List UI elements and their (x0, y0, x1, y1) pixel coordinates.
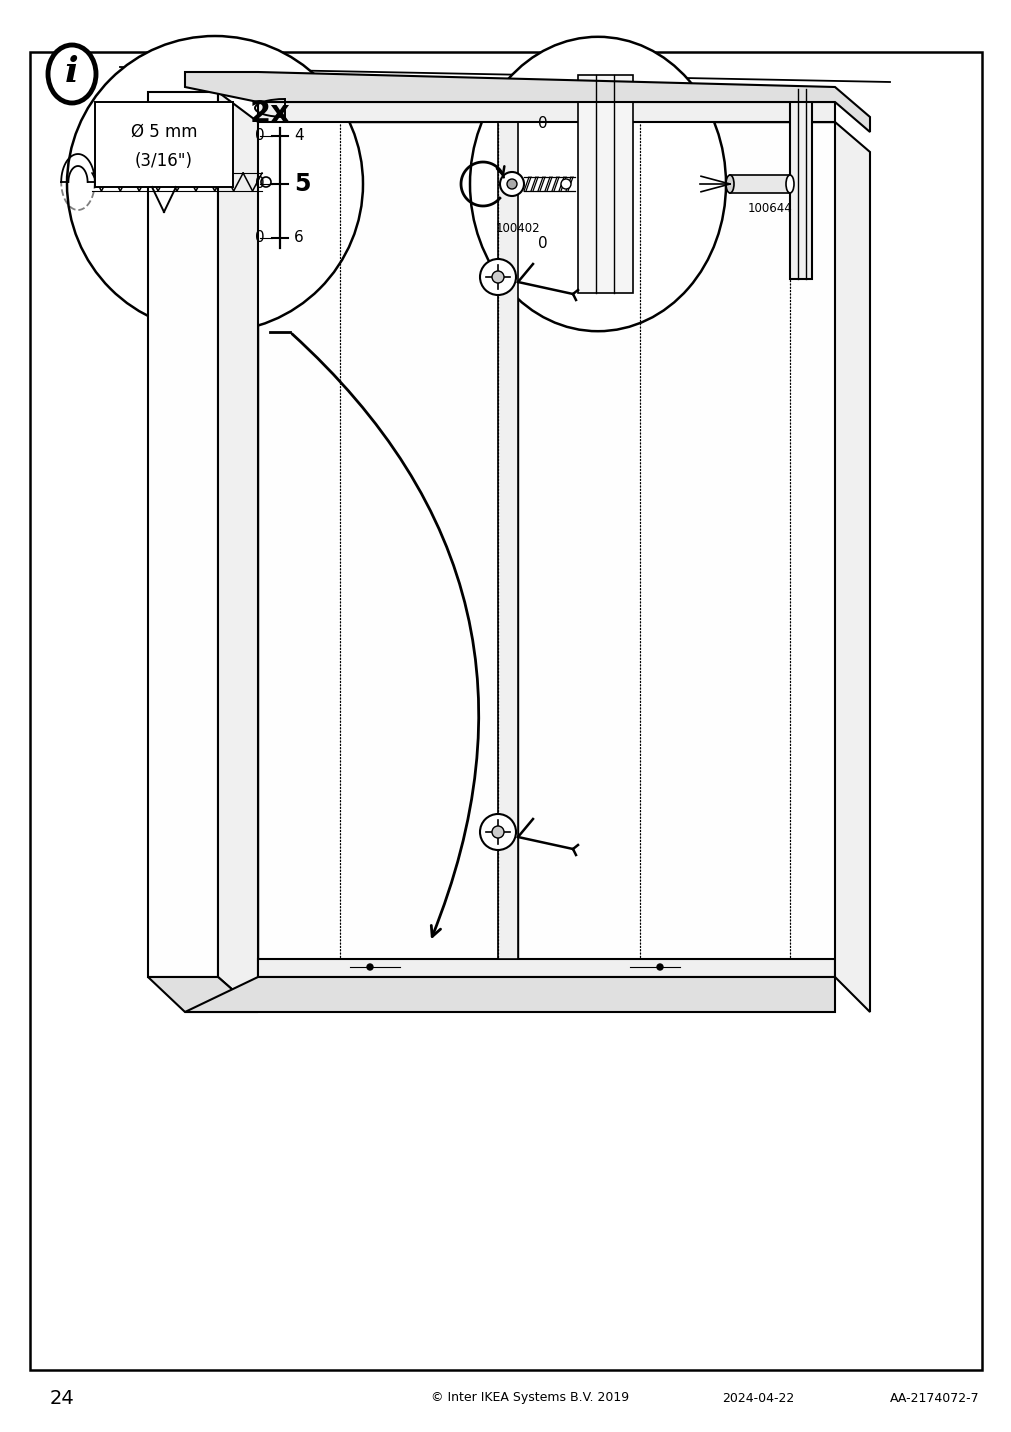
Text: 0: 0 (538, 116, 547, 132)
Text: 4: 4 (294, 129, 303, 143)
Text: 0: 0 (255, 129, 265, 143)
Polygon shape (148, 92, 217, 977)
Text: © Inter IKEA Systems B.V. 2019: © Inter IKEA Systems B.V. 2019 (431, 1392, 629, 1405)
Polygon shape (834, 122, 869, 1012)
Text: Ø 5 mm: Ø 5 mm (130, 123, 197, 140)
Ellipse shape (469, 37, 725, 331)
Circle shape (491, 271, 503, 284)
Circle shape (479, 813, 516, 851)
Ellipse shape (725, 175, 733, 193)
Circle shape (261, 178, 271, 188)
Text: 2024-04-22: 2024-04-22 (721, 1392, 794, 1405)
Bar (729, 175, 790, 193)
Polygon shape (497, 122, 518, 959)
Circle shape (67, 36, 363, 332)
Polygon shape (185, 72, 869, 132)
Polygon shape (185, 977, 834, 1012)
Polygon shape (258, 122, 497, 959)
Text: (3/16"): (3/16") (134, 152, 193, 170)
Circle shape (499, 172, 524, 196)
Circle shape (507, 179, 517, 189)
Text: 100644: 100644 (747, 202, 792, 215)
Text: 24: 24 (50, 1389, 75, 1408)
Ellipse shape (786, 175, 794, 193)
Text: i: i (65, 54, 79, 89)
Polygon shape (217, 92, 258, 1012)
Text: 0: 0 (538, 236, 547, 252)
Ellipse shape (48, 44, 96, 103)
Text: 0: 0 (255, 176, 265, 192)
Bar (790, 89, 811, 279)
Circle shape (491, 826, 503, 838)
Text: 6: 6 (294, 231, 303, 245)
Polygon shape (258, 959, 834, 977)
Circle shape (367, 964, 373, 969)
Text: 0: 0 (255, 231, 265, 245)
Circle shape (656, 964, 662, 969)
Bar (577, 76, 632, 292)
Bar (95, 102, 233, 188)
FancyArrowPatch shape (292, 334, 478, 937)
Text: AA-2174072-7: AA-2174072-7 (890, 1392, 979, 1405)
Circle shape (560, 179, 570, 189)
Circle shape (479, 259, 516, 295)
Polygon shape (258, 102, 834, 122)
Text: 2x: 2x (250, 99, 290, 129)
Polygon shape (148, 977, 258, 1012)
Text: 100402: 100402 (495, 222, 540, 235)
Polygon shape (518, 122, 834, 959)
Text: 5: 5 (294, 172, 310, 196)
